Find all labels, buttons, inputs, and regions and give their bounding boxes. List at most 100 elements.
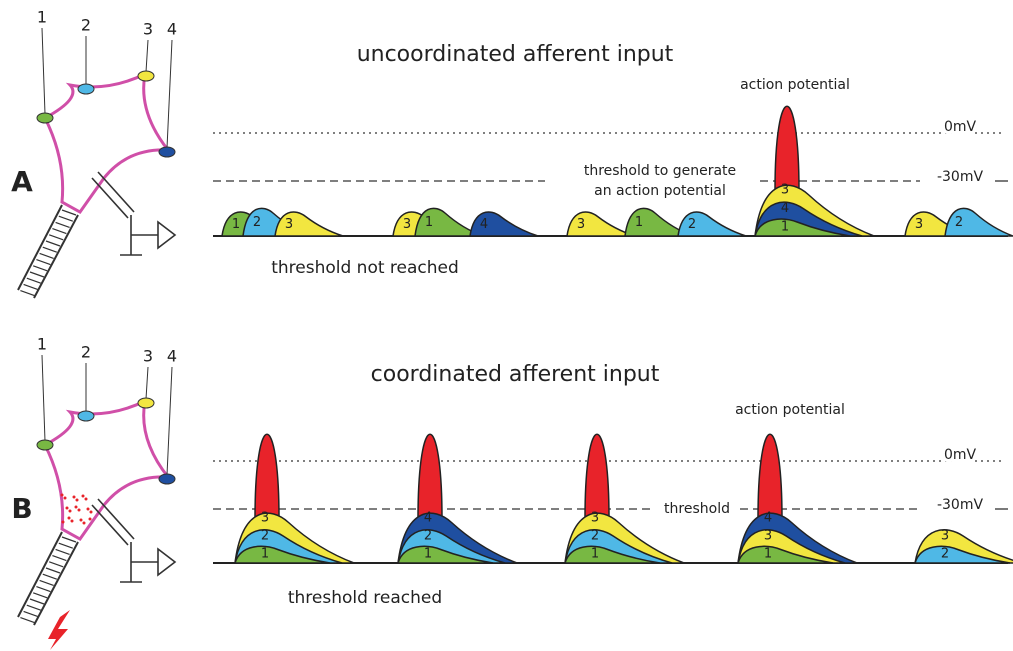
- bump-label: 3: [591, 511, 599, 526]
- minus30-label: -30mV: [937, 169, 984, 185]
- zero-label: 0mV: [944, 447, 977, 463]
- caption: threshold not reached: [271, 258, 459, 278]
- threshold-label: an action potential: [594, 183, 726, 199]
- action-potential-label: action potential: [735, 402, 845, 418]
- electrode-amp: [157, 547, 177, 577]
- axon-hatch: [42, 246, 58, 253]
- cell-body: [43, 398, 172, 541]
- psp-bump: [233, 545, 331, 564]
- bump-label: 4: [781, 201, 789, 216]
- action-potential-spike: [584, 433, 610, 520]
- cell-body: [43, 71, 172, 214]
- excitation-dot: [68, 509, 72, 513]
- synapse: [158, 146, 176, 158]
- bump-label: 1: [591, 547, 599, 562]
- axon-hatch: [55, 221, 70, 228]
- bump-label: 3: [941, 529, 949, 544]
- psp-bump: [913, 545, 1011, 564]
- input-stem: [166, 39, 173, 149]
- bump-label: 2: [941, 547, 949, 562]
- synapse: [36, 112, 54, 124]
- axon-hatch: [20, 290, 35, 297]
- psp-bump: [469, 211, 539, 237]
- excitation-dot: [81, 494, 85, 498]
- input-label: 3: [143, 347, 153, 366]
- excitation-dot: [65, 506, 69, 510]
- bump-label: 1: [424, 547, 432, 562]
- excitation-dot: [72, 495, 76, 499]
- axon-hatch: [29, 271, 45, 278]
- input-label: 4: [167, 347, 177, 366]
- axon-hatch: [26, 277, 42, 284]
- input-stem: [166, 366, 173, 476]
- axon-hatch: [55, 548, 70, 555]
- axon-hatch: [32, 265, 48, 272]
- caption: threshold reached: [288, 588, 442, 608]
- action-potential-spike: [774, 105, 800, 192]
- input-stem: [145, 39, 149, 73]
- axon-hatch: [23, 610, 38, 617]
- axon-hatch: [36, 259, 51, 266]
- bump-label: 1: [425, 215, 433, 230]
- axon: [17, 204, 79, 299]
- excitation-dot: [63, 496, 67, 500]
- input-label: 1: [37, 335, 47, 354]
- input-stem: [41, 27, 46, 115]
- bump-label: 3: [764, 529, 772, 544]
- bump-label: 3: [261, 511, 269, 526]
- synapse: [77, 83, 95, 95]
- axon-hatch: [29, 598, 45, 605]
- bump-label: 1: [261, 547, 269, 562]
- axon-hatch: [39, 252, 54, 259]
- neuron: 1 2 3 4 B: [11, 335, 177, 650]
- synapse: [137, 397, 155, 409]
- input-label: 4: [167, 20, 177, 39]
- synapse: [77, 410, 95, 422]
- panel-letter: A: [11, 165, 33, 198]
- axon-hatch: [23, 283, 38, 290]
- axon-hatch: [48, 234, 64, 241]
- input-stem: [41, 354, 46, 442]
- axon-hatch: [42, 573, 58, 580]
- electrode: [91, 498, 158, 583]
- excitation-dot: [60, 493, 64, 497]
- psp-bump: [677, 211, 747, 237]
- axon-hatch: [45, 240, 61, 247]
- axon-hatch: [61, 536, 77, 543]
- action-potential-spike: [417, 433, 443, 520]
- excitation-dot: [77, 508, 81, 512]
- bump-label: 3: [285, 217, 293, 232]
- excitation-dot: [61, 520, 65, 524]
- excitation-dot: [82, 521, 86, 525]
- axon-hatch: [58, 542, 74, 549]
- bump-label: 3: [915, 217, 923, 232]
- psp-bump: [753, 218, 851, 237]
- bump-label: 3: [403, 217, 411, 232]
- psp-bump: [396, 545, 494, 564]
- axon-hatch: [48, 561, 64, 568]
- bump-label: 2: [253, 215, 261, 230]
- input-label: 2: [81, 16, 91, 35]
- bump-label: 2: [591, 529, 599, 544]
- action-potential-spike: [254, 433, 280, 520]
- bump-label: 1: [781, 219, 789, 234]
- excitation-dot: [79, 518, 83, 522]
- axon: [17, 531, 79, 626]
- electrode-amp: [157, 220, 177, 250]
- input-label: 1: [37, 8, 47, 27]
- bump-label: 2: [424, 529, 432, 544]
- zero-label: 0mV: [944, 119, 977, 135]
- bump-label: 4: [480, 217, 488, 232]
- axon-hatch: [45, 567, 61, 574]
- panel-letter: B: [11, 492, 32, 525]
- bump-label: 1: [635, 215, 643, 230]
- input-label: 2: [81, 343, 91, 362]
- excitation-dot: [75, 498, 79, 502]
- axon-hatch: [39, 579, 54, 586]
- synapse: [36, 439, 54, 451]
- psp-bump: [944, 207, 1013, 237]
- axon-hatch: [26, 604, 42, 611]
- excitation-dot: [67, 516, 71, 520]
- synapse: [158, 473, 176, 485]
